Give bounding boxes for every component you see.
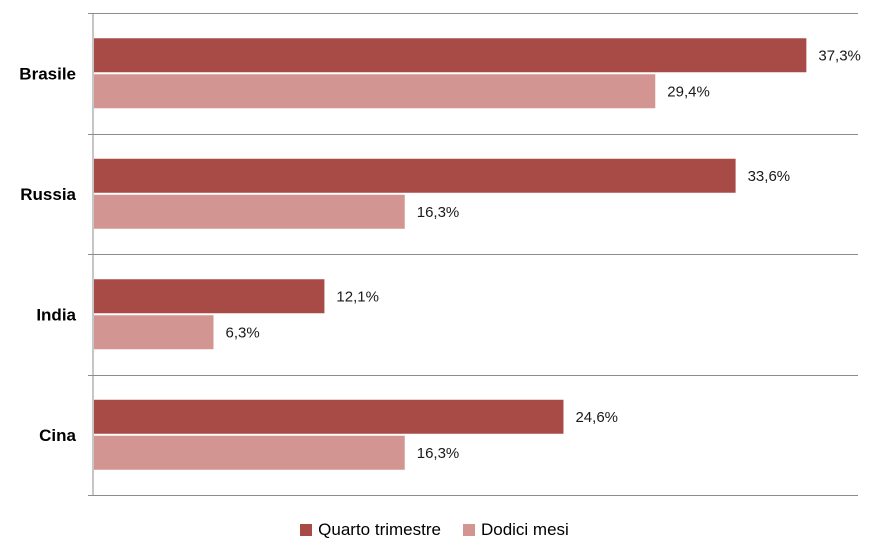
- category-label: India: [36, 305, 76, 324]
- bar-quarto-trimestre: [94, 158, 736, 193]
- bars-group: [94, 38, 807, 470]
- legend-label-series-2: Dodici mesi: [480, 520, 569, 539]
- legend: Quarto trimestre Dodici mesi: [0, 520, 869, 540]
- data-label: 33,6%: [748, 168, 791, 185]
- bar-dodici-mesi: [94, 435, 405, 470]
- bar-quarto-trimestre: [94, 38, 807, 73]
- data-label: 12,1%: [336, 288, 379, 305]
- bar-quarto-trimestre: [94, 399, 564, 434]
- category-label: Cina: [39, 426, 76, 445]
- category-label: Brasile: [19, 64, 76, 83]
- data-label: 24,6%: [575, 409, 618, 426]
- category-label: Russia: [20, 185, 76, 204]
- grid-lines: [88, 13, 858, 496]
- bar-dodici-mesi: [94, 74, 656, 109]
- legend-swatch-series-2: [462, 524, 475, 536]
- labels-group: Brasile 37,3% 29,4% Russia 33,6% 16,3% India 12…: [19, 47, 861, 462]
- data-label: 16,3%: [417, 445, 460, 462]
- legend-swatch-series-1: [300, 524, 313, 536]
- legend-item-series-1: Quarto trimestre: [300, 520, 441, 540]
- data-label: 16,3%: [417, 204, 460, 221]
- bar-dodici-mesi: [94, 194, 405, 229]
- bar-dodici-mesi: [94, 315, 214, 350]
- bar-quarto-trimestre: [94, 279, 325, 314]
- data-label: 29,4%: [667, 83, 710, 100]
- legend-item-series-2: Dodici mesi: [462, 520, 569, 540]
- data-label: 6,3%: [225, 324, 259, 341]
- legend-label-series-1: Quarto trimestre: [318, 520, 441, 539]
- data-label: 37,3%: [818, 47, 861, 64]
